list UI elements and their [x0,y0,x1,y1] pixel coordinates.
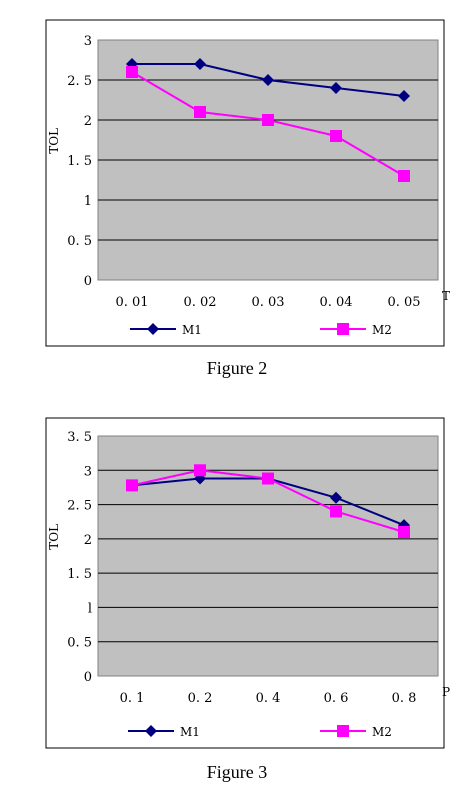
x-tick-label: 0. 4 [256,691,281,706]
legend-label-M1: M1 [180,725,200,739]
legend-label-M2: M2 [372,725,392,739]
legend-marker-M2 [337,323,349,335]
figure-2-caption: Figure 2 [206,358,268,378]
x-tick-label: 0. 01 [115,295,148,310]
x-tick-label: 0. 1 [120,691,145,706]
data-point-M2 [126,479,138,492]
plot-area [97,435,439,677]
data-point-M1 [398,90,410,102]
y-tick-label: 2 [84,533,92,548]
data-point-M2 [262,472,274,485]
series-M2 [126,464,410,538]
x-tick-label: 0. 03 [251,295,284,310]
y-tick-label: 3 [84,464,92,479]
data-point-M1 [262,74,274,86]
y-tick-label: 2. 5 [67,74,92,89]
y-tick-label: 1 [84,194,92,209]
y-tick-label: 3 [84,34,92,49]
x-tick-label: 0. 8 [392,691,417,706]
data-point-M1 [330,82,342,94]
legend-marker-M1 [147,323,159,335]
data-point-M2 [262,114,274,126]
y-tick-label: l [88,601,92,616]
y-tick-label: 2. 5 [67,499,92,514]
x-axis-label: P [442,685,450,699]
series-M1 [126,58,410,102]
y-tick-label: 0. 5 [67,234,92,249]
data-point-M2 [398,526,410,538]
chart-figure-2: 0 0. 5 1 1. 5 2 2. 5 3 0. 01 0. 02 0. 03 0. 04 0. 0… [45,19,450,347]
y-tick-label: 0 [84,670,92,685]
y-tick-label: 0. 5 [67,636,92,651]
data-point-M2 [330,130,342,142]
data-point-M2 [398,170,410,182]
y-axis-label: TOL [47,524,61,550]
y-tick-label: 2 [84,114,92,129]
x-tick-label: 0. 6 [324,691,349,706]
y-tick-label: 3. 5 [67,430,92,445]
data-point-M2 [330,505,342,518]
figure-2: 0 0. 5 1 1. 5 2 2. 5 3 0. 01 0. 02 0. 03 0. 04 0. 0… [0,0,474,392]
data-point-M2 [194,464,206,477]
x-tick-label: 0. 04 [319,295,352,310]
figure-3-caption: Figure 3 [206,762,268,782]
data-point-M1 [330,491,342,504]
series-M2 [126,66,410,182]
legend-marker-M2 [337,725,349,737]
legend-label-M2: M2 [372,323,392,337]
data-point-M2 [126,66,138,78]
data-point-M2 [194,106,206,118]
data-point-M1 [194,58,206,70]
chart-figure-3: 0 0. 5 l 1. 5 2 2. 5 3 3. 5 0. 1 0. 2 0. 4 0. 6 0. 8… [45,417,450,749]
y-tick-label: 1. 5 [67,567,92,582]
legend-label-M1: M1 [182,323,202,337]
x-tick-label: 0. 05 [387,295,420,310]
y-axis-label: TOL [47,128,61,154]
legend-marker-M1 [145,725,157,737]
x-tick-label: 0. 2 [188,691,213,706]
y-tick-label: 1. 5 [67,154,92,169]
x-axis-label: T [442,289,450,303]
y-tick-label: 0 [84,274,92,289]
figure-3: 0 0. 5 l 1. 5 2 2. 5 3 3. 5 0. 1 0. 2 0. 4 0. 6 0. 8… [0,400,474,792]
x-tick-label: 0. 02 [183,295,216,310]
